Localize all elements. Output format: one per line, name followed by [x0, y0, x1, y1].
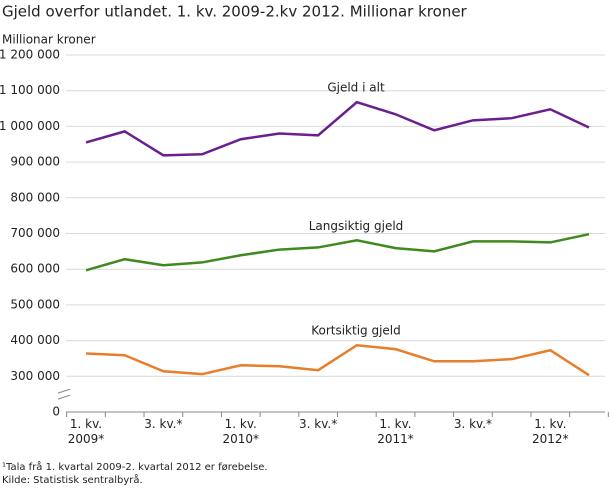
y-tick-label: 900 000	[10, 155, 60, 169]
x-tick-label: 3. kv.*	[299, 417, 337, 431]
y-tick-label: 1 200 000	[0, 48, 60, 62]
y-tick-label: 300 000	[10, 369, 60, 383]
line	[85, 343, 590, 377]
series-label: Langsiktig gjeld	[309, 219, 404, 233]
x-tick-label: 3. kv.*	[454, 417, 492, 431]
y-tick-label: 1 100 000	[0, 83, 60, 97]
y-axis-label: Millionar kroner	[2, 33, 96, 47]
y-tick-label: 700 000	[10, 226, 60, 240]
series-label: Kortsiktig gjeld	[311, 324, 401, 338]
y-tick-label: 400 000	[10, 333, 60, 347]
x-tick-label: 3. kv.*	[144, 417, 182, 431]
footnote: ¹Tala frå 1. kvartal 2009-2. kvartal 201…	[2, 460, 268, 473]
y-tick-label: 600 000	[10, 262, 60, 276]
x-tick-label: 1. kv. 2010*	[222, 417, 259, 446]
x-tick-label: 1. kv. 2012*	[532, 417, 569, 446]
axis-break	[58, 391, 70, 398]
x-tick-label: 1. kv. 2009*	[68, 417, 105, 446]
axis-break-mark	[57, 394, 71, 400]
line	[85, 232, 590, 272]
y-tick-label: 1 000 000	[0, 119, 60, 133]
y-tick-label: 800 000	[10, 190, 60, 204]
y-tick-label: 500 000	[10, 297, 60, 311]
axis-break-mark	[57, 388, 71, 394]
y-tick-label: 0	[52, 405, 60, 419]
line	[85, 100, 590, 157]
series-label: Gjeld i alt	[327, 81, 385, 95]
source: Kilde: Statistisk sentralbyrå.	[2, 473, 143, 486]
chart-title: Gjeld overfor utlandet. 1. kv. 2009-2.kv…	[2, 3, 468, 21]
x-tick-label: 1. kv. 2011*	[377, 417, 414, 446]
